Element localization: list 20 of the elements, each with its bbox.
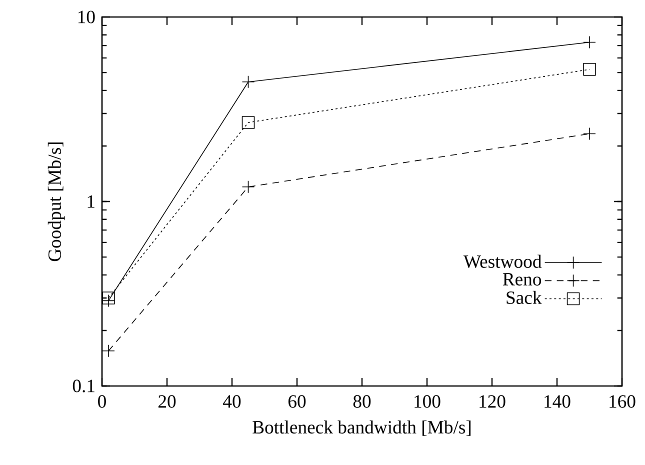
y-tick-label: 10 <box>78 10 95 24</box>
x-tick-label: 20 <box>158 395 176 408</box>
x-tick-label: 160 <box>610 395 636 408</box>
x-tick-label: 100 <box>414 395 440 408</box>
point <box>102 292 115 304</box>
x-tick-label: 40 <box>223 395 241 408</box>
y-tick-label: 1 <box>88 195 94 208</box>
y-tick-label: 0.1 <box>72 380 94 392</box>
x-tick-label: 0 <box>98 395 106 408</box>
point <box>242 116 255 129</box>
x-tick-label: 140 <box>544 395 570 408</box>
point <box>583 63 596 76</box>
x-tick-label: 80 <box>353 395 371 408</box>
legend-label: Westwood <box>463 254 542 268</box>
x-axis-title: Bottleneck bandwidth [Mb/s] <box>252 420 471 436</box>
legend-label: Sack <box>506 290 542 304</box>
x-tick-label: 60 <box>288 395 306 408</box>
x-tick-label: 120 <box>480 395 506 408</box>
legend-label: Reno <box>502 273 542 286</box>
y-axis-title: Goodput [Mb/s] <box>48 142 65 262</box>
